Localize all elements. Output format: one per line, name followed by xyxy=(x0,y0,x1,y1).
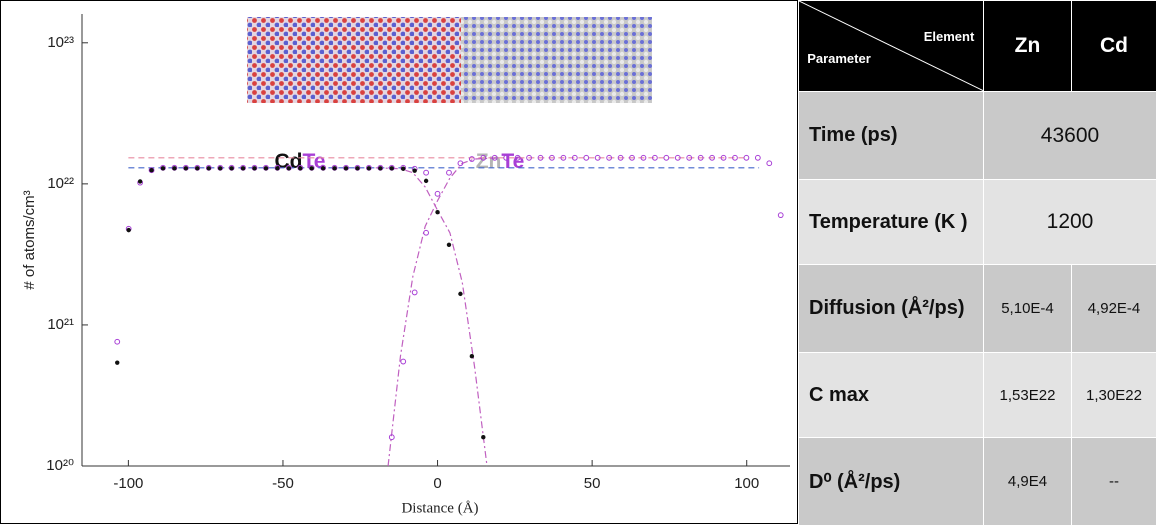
data-point xyxy=(424,179,428,183)
structure-image xyxy=(247,17,461,103)
corner-label: Parameter xyxy=(807,51,871,66)
data-point xyxy=(252,166,256,170)
table-cell: 43600 xyxy=(984,92,1156,180)
data-point xyxy=(481,435,485,439)
x-tick-label: -50 xyxy=(272,475,294,492)
data-point xyxy=(778,213,783,218)
data-point xyxy=(332,166,336,170)
data-point xyxy=(767,161,772,166)
data-point xyxy=(447,243,451,247)
data-point xyxy=(412,290,417,295)
row-label: C max xyxy=(799,353,984,438)
table-cell: 1200 xyxy=(984,180,1156,265)
data-point xyxy=(401,167,405,171)
table-cell: 1,30E22 xyxy=(1072,353,1156,438)
data-point xyxy=(584,155,589,160)
x-axis-label: Distance (Å) xyxy=(401,500,478,516)
data-point xyxy=(310,166,314,170)
data-point xyxy=(161,166,165,170)
data-point xyxy=(664,155,669,160)
data-point xyxy=(115,360,119,364)
x-tick-label: 0 xyxy=(433,475,441,492)
data-point xyxy=(344,166,348,170)
row-label: Time (ps) xyxy=(799,92,984,180)
data-point xyxy=(412,168,416,172)
annotation-part: Zn xyxy=(476,150,502,173)
data-point xyxy=(447,170,452,175)
table-cell: 4,9E4 xyxy=(984,438,1072,526)
data-point xyxy=(218,166,222,170)
y-tick-label: 10²² xyxy=(47,175,74,192)
row-label: Temperature (K ) xyxy=(799,180,984,265)
table-row: Time (ps)43600 xyxy=(799,92,1156,180)
table-cell: 5,10E-4 xyxy=(984,265,1072,353)
table-row: Temperature (K )1200 xyxy=(799,180,1156,265)
series-line xyxy=(388,158,499,466)
x-tick-label: 100 xyxy=(734,475,759,492)
table-cell: 4,92E-4 xyxy=(1072,265,1156,353)
y-axis-label: # of atoms/cm³ xyxy=(21,190,38,289)
data-point xyxy=(126,228,130,232)
data-point xyxy=(264,166,268,170)
y-tick-label: 10²⁰ xyxy=(46,457,74,474)
data-point xyxy=(355,166,359,170)
corner-label: Element xyxy=(924,29,975,44)
data-point xyxy=(435,191,440,196)
x-tick-label: -100 xyxy=(113,475,143,492)
data-point xyxy=(287,166,291,170)
table-row: D⁰ (Å²/ps)4,9E4-- xyxy=(799,438,1156,526)
annotation: ZnTe xyxy=(476,150,525,173)
diagonal xyxy=(799,1,984,91)
x-tick-label: 50 xyxy=(584,475,601,492)
corner: Element Parameter xyxy=(799,1,984,91)
data-point xyxy=(229,166,233,170)
data-point xyxy=(378,166,382,170)
column-header: Zn xyxy=(984,1,1072,92)
y-tick-label: 10²¹ xyxy=(47,316,74,333)
data-point xyxy=(470,354,474,358)
data-point xyxy=(401,359,406,364)
chart: Distance (Å) # of atoms/cm³ 10²⁰ 10²¹ 10²²… xyxy=(0,0,798,524)
data-point xyxy=(149,168,153,172)
row-label: D⁰ (Å²/ps) xyxy=(799,438,984,526)
data-point xyxy=(435,210,439,214)
data-point xyxy=(195,166,199,170)
y-tick-label: 10²³ xyxy=(47,34,74,51)
data-point xyxy=(390,166,394,170)
row-label: Diffusion (Å²/ps) xyxy=(799,265,984,353)
data-point xyxy=(241,166,245,170)
data-point xyxy=(424,170,429,175)
structure-image xyxy=(461,17,652,103)
data-point xyxy=(298,166,302,170)
data-point xyxy=(172,166,176,170)
data-point xyxy=(138,179,142,183)
data-point xyxy=(424,230,429,235)
table-cell: 1,53E22 xyxy=(984,353,1072,438)
table-cell: -- xyxy=(1072,438,1156,526)
data-point xyxy=(184,166,188,170)
data-point xyxy=(744,155,749,160)
data-point xyxy=(275,166,279,170)
data-point xyxy=(755,155,760,160)
data-point xyxy=(321,166,325,170)
data-point xyxy=(207,166,211,170)
data-point xyxy=(115,339,120,344)
data-point xyxy=(367,166,371,170)
data-point xyxy=(458,292,462,296)
annotation-part: Te xyxy=(501,150,524,173)
corner-cell: Element Parameter xyxy=(799,1,984,92)
column-header: Cd xyxy=(1072,1,1156,92)
